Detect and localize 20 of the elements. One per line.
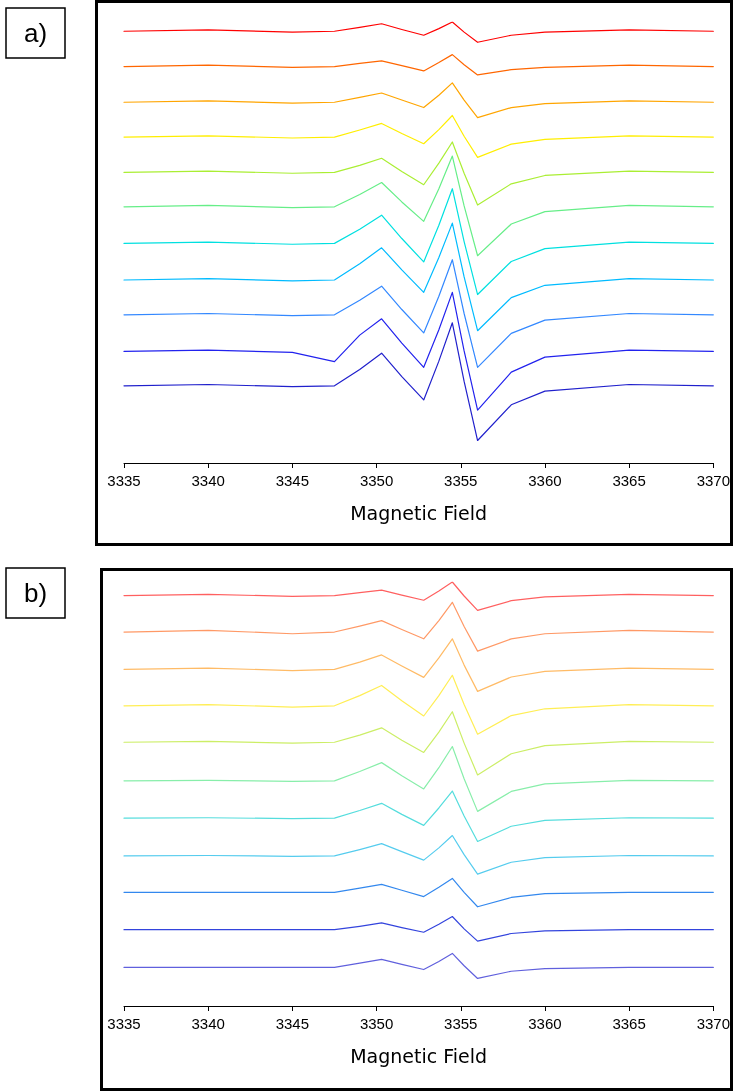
x-tick-label: 3355: [444, 1015, 478, 1032]
x-tick-label: 3370: [696, 1015, 730, 1032]
x-tick-label: 3365: [612, 472, 646, 489]
x-tick-label: 3340: [191, 1015, 225, 1032]
x-tick-label: 3365: [612, 1015, 646, 1032]
x-tick-label: 3335: [107, 472, 141, 489]
x-tick-label: 3370: [696, 472, 730, 489]
x-tick-label: 3355: [444, 472, 478, 489]
x-tick-label: 3350: [359, 472, 394, 489]
x-tick-label: 3360: [528, 1015, 562, 1032]
x-axis-title: Magnetic Field: [350, 1044, 488, 1067]
chart-title: a): [24, 18, 48, 48]
x-tick-label: 3340: [191, 472, 225, 489]
chart-title: b): [24, 578, 48, 608]
x-tick-label: 3335: [107, 1015, 141, 1032]
x-axis-title: Magnetic Field: [350, 501, 488, 524]
x-tick-label: 3345: [275, 1015, 310, 1032]
x-tick-label: 3350: [359, 1015, 394, 1032]
x-tick-label: 3345: [275, 472, 310, 489]
x-tick-label: 3360: [528, 472, 562, 489]
